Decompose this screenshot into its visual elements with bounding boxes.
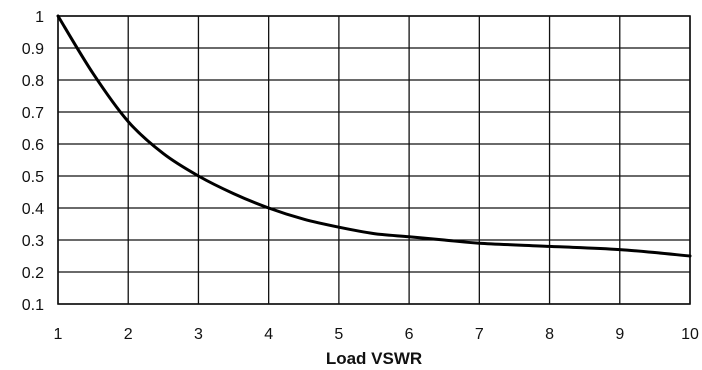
y-tick-label: 0.5 (22, 169, 44, 186)
series-line-0 (56, 14, 692, 258)
x-tick-label: 8 (545, 326, 554, 343)
y-tick-label: 0.6 (22, 137, 44, 154)
y-tick-labels: 0.1 0.2 0.3 0.4 0.5 0.6 0.7 0.8 0.9 1 (22, 9, 44, 314)
y-tick-label: 0.9 (22, 41, 44, 58)
x-tick-label: 10 (681, 326, 699, 343)
y-tick-label: 0.1 (22, 297, 44, 314)
x-tick-label: 2 (124, 326, 133, 343)
x-tick-label: 4 (264, 326, 273, 343)
x-tick-label: 3 (194, 326, 203, 343)
y-tick-label: 0.8 (22, 73, 44, 90)
y-tick-label: 1 (35, 9, 44, 26)
x-tick-label: 5 (334, 326, 343, 343)
x-tick-label: 9 (615, 326, 624, 343)
y-tick-label: 0.3 (22, 233, 44, 250)
x-tick-label: 7 (475, 326, 484, 343)
x-axis-title: Load VSWR (326, 349, 422, 368)
x-tick-labels: 1 2 3 4 5 6 7 8 9 10 (54, 326, 699, 343)
grid (57, 15, 691, 305)
x-tick-label: 6 (405, 326, 414, 343)
series-layer (56, 14, 692, 258)
x-tick-label: 1 (54, 326, 63, 343)
plot-frame (57, 15, 691, 305)
y-tick-label: 0.7 (22, 105, 44, 122)
y-tick-label: 0.4 (22, 201, 44, 218)
y-tick-label: 0.2 (22, 265, 44, 282)
